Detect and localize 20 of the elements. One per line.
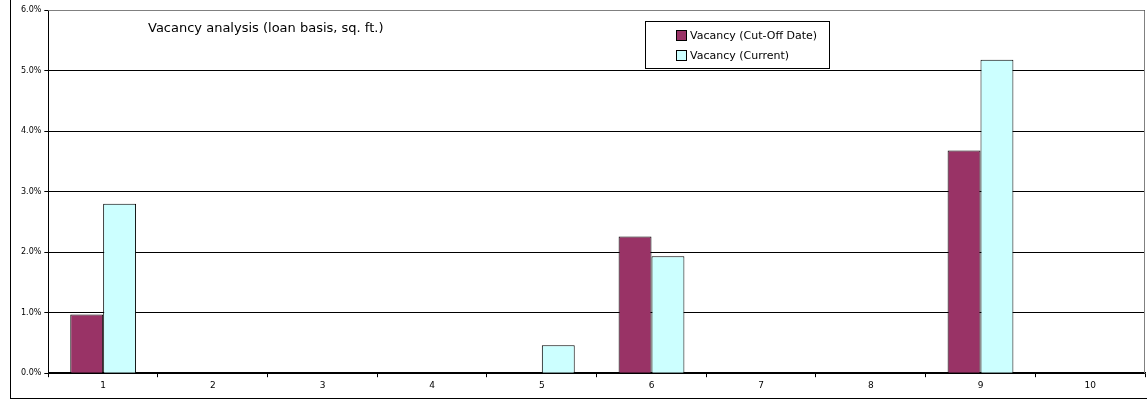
text: Vacancy analysis (loan basis, sq. ft.)	[148, 20, 384, 35]
x-tick-label: 5	[538, 379, 545, 390]
y-tick-label: 4.0%	[21, 126, 42, 136]
legend-label: Vacancy (Current)	[689, 47, 791, 64]
x-tick-label: 2	[209, 379, 216, 390]
legend-label: Vacancy (Cut-Off Date)	[689, 27, 818, 44]
x-tick-label: 10	[1084, 379, 1097, 390]
y-tick-label: 6.0%	[21, 5, 42, 15]
x-tick-label: 7	[758, 379, 765, 390]
x-tick-label: 3	[319, 379, 326, 390]
x-tick-label: 4	[429, 379, 436, 390]
x-tick-label: 6	[648, 379, 655, 390]
y-tick-label: 2.0%	[21, 247, 42, 257]
y-tick-label: 5.0%	[21, 65, 42, 75]
x-tick-label: 8	[867, 379, 874, 390]
x-tick-label: 9	[977, 379, 984, 390]
y-tick-label: 1.0%	[21, 307, 42, 317]
y-tick-label: 3.0%	[21, 186, 42, 196]
x-tick-label: 1	[100, 379, 107, 390]
y-tick-label: 0.0%	[21, 368, 42, 378]
